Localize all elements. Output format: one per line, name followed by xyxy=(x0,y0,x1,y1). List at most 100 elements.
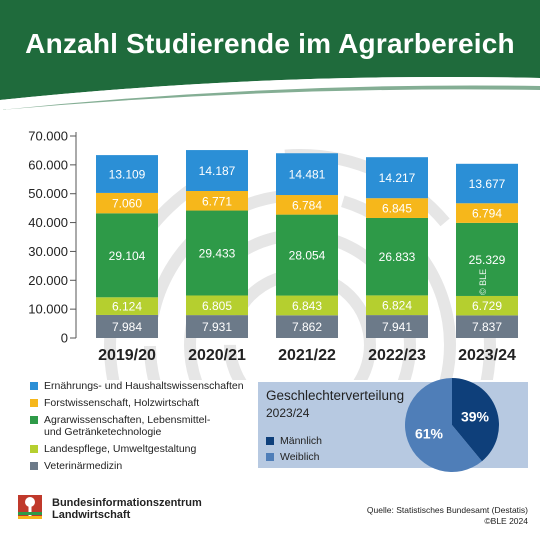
legend-label: Forstwissenschaft, Holzwirtschaft xyxy=(44,397,200,409)
data-label: 6.805 xyxy=(202,299,232,313)
bar-segment xyxy=(366,295,428,316)
page-title: Anzahl Studierende im Agrarbereich xyxy=(25,28,515,59)
legend-item: Veterinärmedizin xyxy=(30,460,255,472)
bar-segment xyxy=(456,315,518,338)
header-banner xyxy=(0,0,540,110)
pie-slice xyxy=(405,378,482,472)
legend-label: Landespflege, Umweltgestaltung xyxy=(44,443,197,455)
pie-label: 61% xyxy=(415,425,444,441)
stacked-bar-chart: 0 10.000 20.000 30.000 40.000 50.000 60.000 70.… xyxy=(28,129,518,380)
gender-legend: Männlich Weiblich xyxy=(266,435,322,467)
bar-segment xyxy=(96,155,158,193)
y-tick-label: 10.000 xyxy=(28,302,68,317)
data-label: 6.771 xyxy=(202,194,232,208)
bar-segment xyxy=(366,157,428,199)
org-line-1: Bundesinformationszentrum xyxy=(52,497,202,509)
data-label: 7.984 xyxy=(112,320,142,334)
bar-segment xyxy=(96,297,158,315)
data-label: 25.329 xyxy=(469,253,506,267)
data-label: 14.481 xyxy=(289,168,326,182)
x-tick-label: 2021/22 xyxy=(278,347,336,364)
bar-segment xyxy=(366,315,428,338)
y-tick-label: 20.000 xyxy=(28,273,68,288)
source-line-2: ©BLE 2024 xyxy=(484,516,528,526)
gender-pie-chart: 39% 61% xyxy=(405,378,499,472)
data-label: 6.794 xyxy=(472,207,502,221)
y-axis: 0 10.000 20.000 30.000 40.000 50.000 60.000 70.… xyxy=(28,129,77,346)
female-swatch xyxy=(266,453,274,461)
source-note: Quelle: Statistisches Bundesamt (Destati… xyxy=(367,505,528,527)
legend-item: Landespflege, Umweltgestaltung xyxy=(30,443,255,455)
data-label: 14.187 xyxy=(199,164,236,178)
bar-segment xyxy=(186,150,248,192)
x-axis: 2019/20 2020/21 2021/22 2022/23 2023/24 xyxy=(98,347,516,364)
male-label: Männlich xyxy=(280,435,323,447)
data-label: 7.060 xyxy=(112,197,142,211)
bar-segment xyxy=(96,213,158,298)
data-label: 7.931 xyxy=(202,320,232,334)
data-label: 7.837 xyxy=(472,320,502,334)
data-label: 13.677 xyxy=(469,177,506,191)
data-label: 7.941 xyxy=(382,320,412,334)
female-label: Weiblich xyxy=(280,451,320,463)
y-tick-label: 0 xyxy=(61,331,68,346)
x-tick-label: 2019/20 xyxy=(98,347,156,364)
data-label: 6.845 xyxy=(382,202,412,216)
bar-segment xyxy=(186,295,248,316)
gender-year: 2023/24 xyxy=(266,406,310,420)
data-label: 26.833 xyxy=(379,250,416,264)
data-label: 6.124 xyxy=(112,300,142,314)
y-tick-label: 70.000 xyxy=(28,129,68,144)
data-label: 13.109 xyxy=(109,168,146,182)
legend-label: Veterinärmedizin xyxy=(44,460,123,472)
source-line-1: Quelle: Statistisches Bundesamt (Destati… xyxy=(366,505,528,515)
bar-segment xyxy=(186,210,248,296)
org-line-2: Landwirtschaft xyxy=(52,509,131,521)
data-label: 29.104 xyxy=(109,249,146,263)
bar-segment xyxy=(456,222,518,296)
y-tick-label: 40.000 xyxy=(28,215,68,230)
legend-swatch xyxy=(30,462,38,470)
bar-segment xyxy=(276,214,338,296)
watermark: © BLE xyxy=(478,269,488,295)
bar-segment xyxy=(366,198,428,218)
legend-swatch xyxy=(30,416,38,424)
bar-segment xyxy=(96,314,158,338)
bar-segment xyxy=(276,315,338,338)
data-label: 28.054 xyxy=(289,249,326,263)
pie-label: 39% xyxy=(461,409,490,425)
legend-item: Forstwissenschaft, Holzwirtschaft xyxy=(30,397,255,409)
pie-slice xyxy=(452,378,499,462)
data-label: 7.862 xyxy=(292,320,322,334)
bar-segment xyxy=(276,153,338,196)
bars: 7.984 6.124 29.104 7.060 13.109 7.931 6.805 29.… xyxy=(96,150,518,338)
y-tick-label: 30.000 xyxy=(28,244,68,259)
ble-logo-icon xyxy=(15,492,45,522)
bar-segment xyxy=(456,295,518,316)
y-tick-label: 60.000 xyxy=(28,157,68,172)
data-label: 14.217 xyxy=(379,171,416,185)
legend-item-male: Männlich xyxy=(266,435,322,447)
bar-segment xyxy=(186,191,248,211)
bar-segment xyxy=(276,295,338,316)
legend-item-female: Weiblich xyxy=(266,451,322,463)
x-tick-label: 2022/23 xyxy=(368,347,426,364)
legend-swatch xyxy=(30,445,38,453)
data-label: 6.843 xyxy=(292,299,322,313)
bar-segment xyxy=(456,163,518,204)
legend-item: Ernährungs- und Haushaltswissenschaften xyxy=(30,380,255,392)
chart-legend: Ernährungs- und Haushaltswissenschaften F… xyxy=(30,380,255,477)
y-tick-label: 50.000 xyxy=(28,186,68,201)
bar-segment xyxy=(366,217,428,296)
x-tick-label: 2020/21 xyxy=(188,347,246,364)
data-label: 6.784 xyxy=(292,198,322,212)
legend-label: Ernährungs- und Haushaltswissenschaften xyxy=(44,380,244,392)
legend-swatch xyxy=(30,382,38,390)
legend-swatch xyxy=(30,399,38,407)
legend-label: Agrarwissenschaften, Lebensmittel- und G… xyxy=(44,414,211,438)
bar-segment xyxy=(456,203,518,223)
organization-name: Bundesinformationszentrum Landwirtschaft xyxy=(52,497,202,521)
legend-item: Agrarwissenschaften, Lebensmittel- und G… xyxy=(30,414,255,438)
bar-segment xyxy=(276,195,338,215)
data-label: 6.729 xyxy=(472,299,502,313)
